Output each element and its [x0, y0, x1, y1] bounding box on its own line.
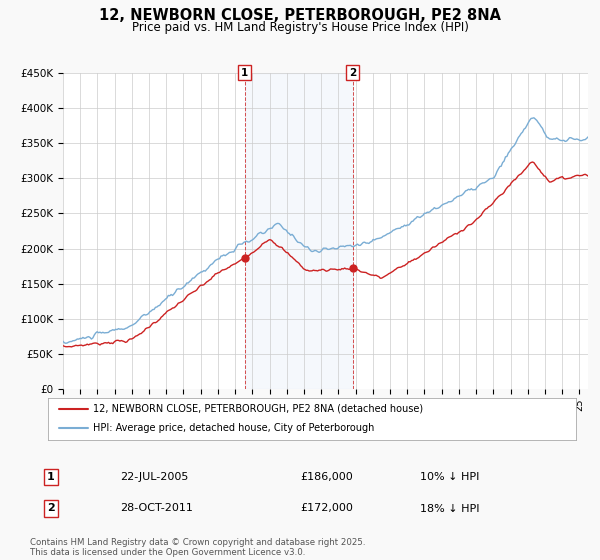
- Text: 12, NEWBORN CLOSE, PETERBOROUGH, PE2 8NA: 12, NEWBORN CLOSE, PETERBOROUGH, PE2 8NA: [99, 8, 501, 24]
- Text: 12, NEWBORN CLOSE, PETERBOROUGH, PE2 8NA (detached house): 12, NEWBORN CLOSE, PETERBOROUGH, PE2 8NA…: [93, 404, 423, 414]
- Text: 10% ↓ HPI: 10% ↓ HPI: [420, 472, 479, 482]
- Text: HPI: Average price, detached house, City of Peterborough: HPI: Average price, detached house, City…: [93, 423, 374, 433]
- Text: Price paid vs. HM Land Registry's House Price Index (HPI): Price paid vs. HM Land Registry's House …: [131, 21, 469, 34]
- Text: 28-OCT-2011: 28-OCT-2011: [120, 503, 193, 514]
- Text: 18% ↓ HPI: 18% ↓ HPI: [420, 503, 479, 514]
- Text: 22-JUL-2005: 22-JUL-2005: [120, 472, 188, 482]
- Text: £186,000: £186,000: [300, 472, 353, 482]
- Text: 2: 2: [47, 503, 55, 514]
- Text: 2: 2: [349, 68, 356, 78]
- Bar: [245, 73, 353, 389]
- Text: Contains HM Land Registry data © Crown copyright and database right 2025.
This d: Contains HM Land Registry data © Crown c…: [30, 538, 365, 557]
- Text: £172,000: £172,000: [300, 503, 353, 514]
- Text: 1: 1: [47, 472, 55, 482]
- Text: 1: 1: [241, 68, 248, 78]
